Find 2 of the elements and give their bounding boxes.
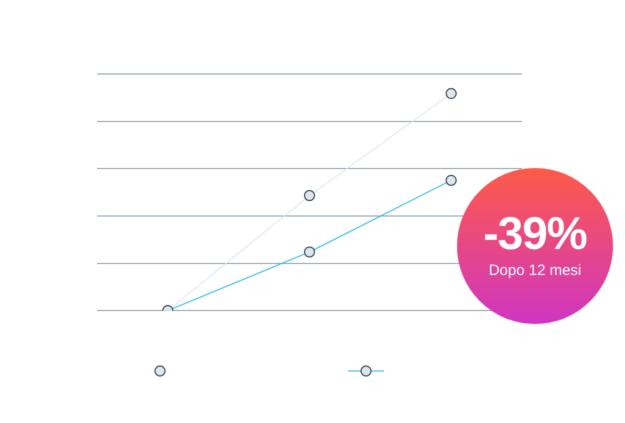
annotation: Dopo 12 mesi <box>488 262 582 279</box>
annotation: -39% <box>482 206 588 260</box>
